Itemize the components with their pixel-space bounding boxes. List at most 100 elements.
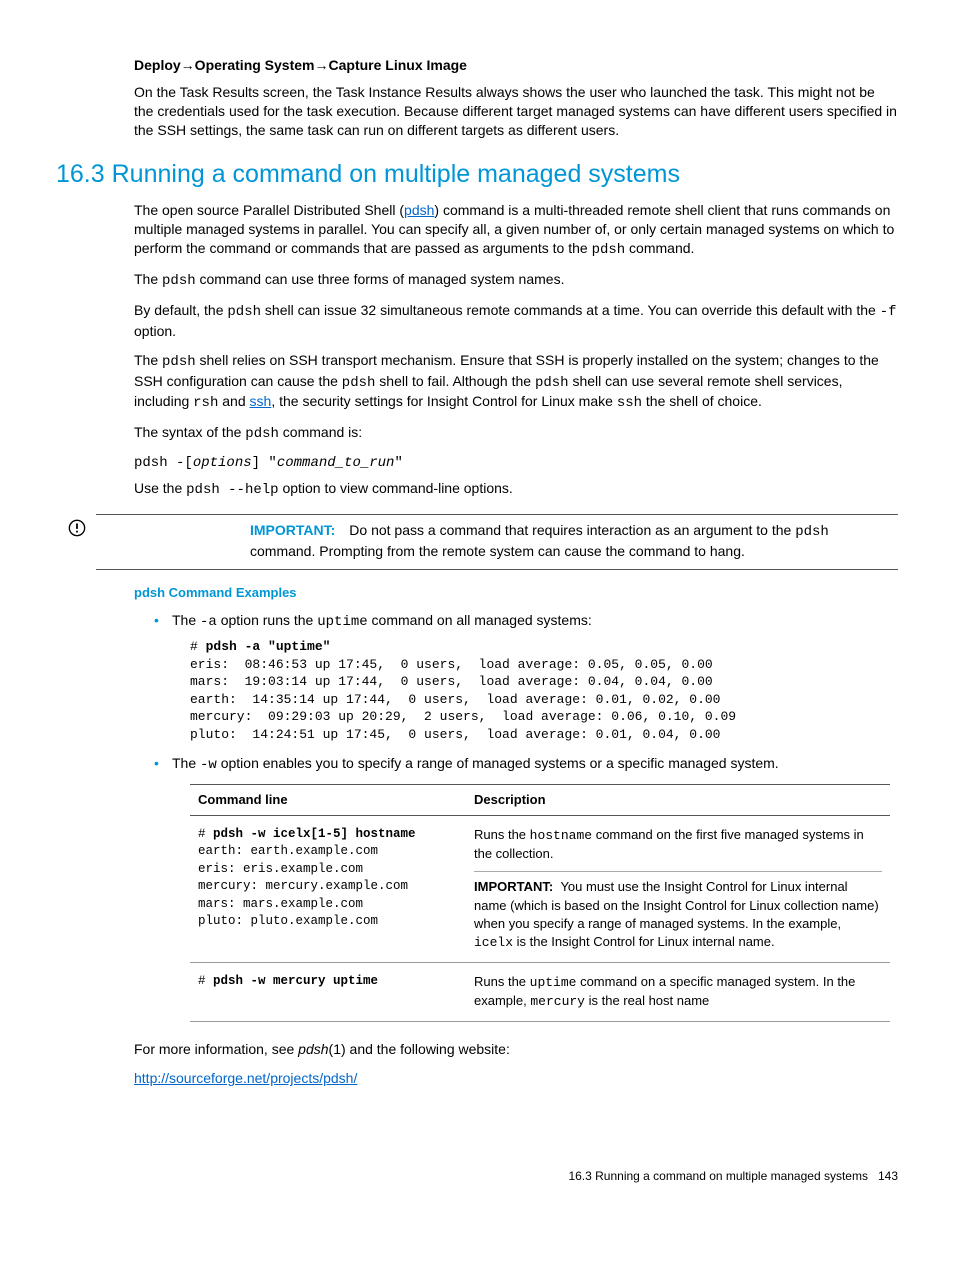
text: command. Prompting from the remote syste… [250,543,745,559]
syntax-options: options [193,455,252,471]
text: command on all managed systems: [368,612,592,628]
text: and [218,393,249,409]
manpage-ref: pdsh [298,1041,328,1057]
table-header-command: Command line [190,785,466,816]
list-item: The -a option runs the uptime command on… [154,611,898,743]
table-cell-description: Runs the hostname command on the first f… [466,815,890,962]
inline-code: rsh [193,395,218,411]
text: is the Insight Control for Linux interna… [513,934,775,949]
text: Do not pass a command that requires inte… [349,522,795,538]
examples-subhead: pdsh Command Examples [134,584,898,602]
command-table: Command line Description # pdsh -w icelx… [190,784,890,1022]
text: Runs the [474,974,530,989]
text: pdsh -[ [134,455,193,471]
text: The [172,612,200,628]
prompt: # [190,639,206,654]
text: shell can issue 32 simultaneous remote c… [261,302,880,318]
text: ] " [252,455,277,471]
sourceforge-link[interactable]: http://sourceforge.net/projects/pdsh/ [134,1070,357,1086]
inline-code: icelx [474,935,513,950]
breadcrumb: Deploy→Operating System→Capture Linux Im… [134,56,898,75]
text: (1) and the following website: [329,1041,510,1057]
inline-code: pdsh [162,273,196,289]
intro-paragraph: On the Task Results screen, the Task Ins… [134,83,898,140]
text: Use the [134,480,186,496]
table-cell-command: # pdsh -w icelx[1-5] hostname earth: ear… [190,815,466,962]
inline-code: pdsh [795,524,829,540]
table-cell-description: Runs the uptime command on a specific ma… [466,963,890,1022]
inline-code: pdsh [535,375,569,391]
text: is the real host name [585,993,709,1008]
section-title: Running a command on multiple managed sy… [112,160,680,188]
table-header-description: Description [466,785,890,816]
section-heading: 16.3 Running a command on multiple manag… [56,158,898,192]
code-output: eris: 08:46:53 up 17:45, 0 users, load a… [190,657,736,742]
syntax-line: pdsh -[options] "command_to_run" [134,454,898,473]
inline-code: pdsh [162,354,196,370]
inline-code: pdsh --help [186,482,278,498]
examples-list: The -a option runs the uptime command on… [134,611,898,1022]
table-header-row: Command line Description [190,785,890,816]
text: , the security settings for Insight Cont… [271,393,617,409]
text: For more information, see [134,1041,298,1057]
paragraph-2: The pdsh command can use three forms of … [134,270,898,291]
text: the shell of choice. [642,393,762,409]
syntax-intro: The syntax of the pdsh command is: [134,423,898,444]
inline-code: uptime [530,975,577,990]
code-command: pdsh -w icelx[1-5] hostname [213,827,416,841]
text: command is: [279,424,362,440]
important-block: IMPORTANT: Do not pass a command that req… [96,514,898,570]
text: The [134,352,162,368]
inline-code: pdsh [227,304,261,320]
table-row: # pdsh -w mercury uptime Runs the uptime… [190,963,890,1022]
code-block-1: # pdsh -a "uptime" eris: 08:46:53 up 17:… [190,638,898,743]
text: The [134,271,162,287]
inline-code: pdsh [592,242,626,258]
table-row: # pdsh -w icelx[1-5] hostname earth: ear… [190,815,890,962]
page-footer: 16.3 Running a command on multiple manag… [56,1168,898,1184]
inline-code: -w [200,757,217,773]
paragraph-4: The pdsh shell relies on SSH transport m… [134,351,898,414]
use-help: Use the pdsh --help option to view comma… [134,479,898,500]
important-label: IMPORTANT: [474,879,553,894]
footer-page-number: 143 [878,1169,898,1183]
inline-code: pdsh [342,375,376,391]
text: The syntax of the [134,424,245,440]
ssh-link[interactable]: ssh [250,393,272,409]
paragraph-3: By default, the pdsh shell can issue 32 … [134,301,898,341]
text: option to view command-line options. [279,480,513,496]
pdsh-link[interactable]: pdsh [404,202,434,218]
section-number: 16.3 [56,160,105,188]
text: The open source Parallel Distributed She… [134,202,404,218]
important-icon [68,519,86,537]
text: option runs the [217,612,317,628]
inline-code: mercury [530,994,585,1009]
syntax-command: command_to_run [277,455,395,471]
code-output: earth: earth.example.com eris: eris.exam… [198,844,408,928]
inline-code: ssh [617,395,642,411]
important-label: IMPORTANT: [250,522,335,538]
text: " [394,455,402,471]
table-important-note: IMPORTANT: You must use the Insight Cont… [474,871,882,952]
inline-code: -a [200,614,217,630]
inline-code: hostname [530,828,592,843]
prompt: # [198,827,213,841]
text: shell to fail. Although the [375,373,535,389]
table-cell-command: # pdsh -w mercury uptime [190,963,466,1022]
text: command. [625,240,694,256]
footer-section: 16.3 Running a command on multiple manag… [568,1169,868,1183]
prompt: # [198,974,213,988]
inline-code: pdsh [245,426,279,442]
code-command: pdsh -a "uptime" [206,639,331,654]
text: Runs the [474,827,530,842]
list-item: The -w option enables you to specify a r… [154,754,898,1023]
text: option. [134,323,176,339]
text: By default, the [134,302,227,318]
inline-code: -f [880,304,897,320]
code-command: pdsh -w mercury uptime [213,974,378,988]
text: command can use three forms of managed s… [196,271,565,287]
text: option enables you to specify a range of… [217,755,779,771]
inline-code: uptime [317,614,367,630]
more-info: For more information, see pdsh(1) and th… [134,1040,898,1059]
paragraph-1: The open source Parallel Distributed She… [134,201,898,260]
